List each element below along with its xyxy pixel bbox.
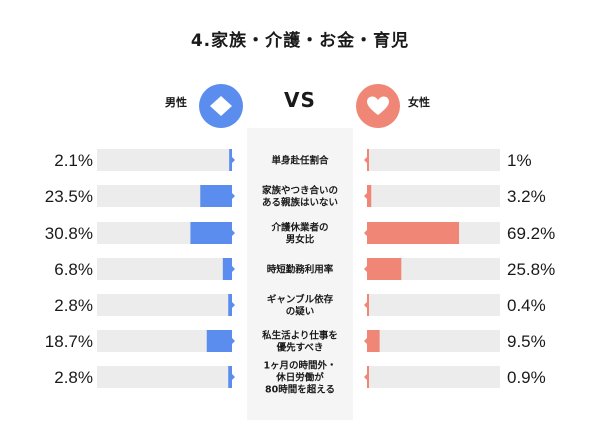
female-bar-tip <box>364 193 367 199</box>
vs-label: VS <box>284 88 316 112</box>
chart-title: 4.家族・介護・お金・育児 <box>190 31 410 51</box>
category-label: 私生活より仕事を優先すべき <box>261 330 338 354</box>
female-bar-tip <box>364 266 367 272</box>
female-bar-tip <box>364 157 367 163</box>
male-track <box>97 149 232 171</box>
male-bar <box>206 330 232 352</box>
female-bar <box>367 185 372 207</box>
female-track <box>367 330 500 352</box>
male-bar-tip <box>232 230 235 236</box>
female-value-label: 9.5% <box>507 332 546 351</box>
category-label: 単身赴任割合 <box>271 155 329 167</box>
female-bar-tip <box>364 230 367 236</box>
male-bar <box>222 258 232 280</box>
category-label: ギャンブル依存の疑い <box>267 294 334 318</box>
female-heart-icon <box>356 84 400 128</box>
male-track <box>97 330 232 352</box>
male-value-label: 6.8% <box>54 260 93 279</box>
male-bar-tip <box>232 338 235 344</box>
male-bar-tip <box>232 266 235 272</box>
male-value-label: 30.8% <box>45 224 93 243</box>
male-track <box>97 366 232 388</box>
category-panel <box>247 128 353 420</box>
male-value-label: 2.1% <box>54 151 93 170</box>
male-value-label: 23.5% <box>45 187 93 206</box>
female-track <box>367 185 500 207</box>
female-bar-tip <box>364 302 367 308</box>
male-track <box>97 294 232 316</box>
male-bar <box>229 149 232 171</box>
female-bar <box>367 258 402 280</box>
category-label: 1ヶ月の時間外・休日労働が 80時間を超える <box>263 360 336 396</box>
male-bar <box>190 222 232 244</box>
category-label: 家族やつき合いのある親族はいない <box>262 185 338 209</box>
female-value-label: 1% <box>507 151 532 170</box>
female-bar <box>367 330 380 352</box>
female-bar <box>367 366 369 388</box>
male-track <box>97 258 232 280</box>
female-track <box>367 294 500 316</box>
male-legend-label: 男性 <box>165 96 187 109</box>
female-track <box>367 366 500 388</box>
female-bar <box>367 222 460 244</box>
female-track <box>367 149 500 171</box>
female-value-label: 0.9% <box>507 368 546 387</box>
category-label: 時短勤務利用率 <box>267 264 334 276</box>
female-bar-tip <box>364 374 367 380</box>
male-value-label: 2.8% <box>54 296 93 315</box>
male-bar-tip <box>232 157 235 163</box>
female-value-label: 0.4% <box>507 296 546 315</box>
male-bar <box>228 366 232 388</box>
male-bar <box>200 185 232 207</box>
female-legend-label: 女性 <box>408 96 430 109</box>
male-bar-tip <box>232 374 235 380</box>
female-bar <box>367 149 369 171</box>
male-value-label: 2.8% <box>54 368 93 387</box>
female-value-label: 25.8% <box>507 260 555 279</box>
male-track <box>97 185 232 207</box>
category-label: 介護休業者の男女比 <box>270 222 328 246</box>
male-bar-tip <box>232 302 235 308</box>
female-value-label: 69.2% <box>507 224 555 243</box>
male-value-label: 18.7% <box>45 332 93 351</box>
female-value-label: 3.2% <box>507 187 546 206</box>
female-bar-tip <box>364 338 367 344</box>
male-diamond-icon <box>199 84 243 128</box>
male-bar <box>228 294 232 316</box>
male-bar-tip <box>232 193 235 199</box>
female-bar <box>367 294 369 316</box>
